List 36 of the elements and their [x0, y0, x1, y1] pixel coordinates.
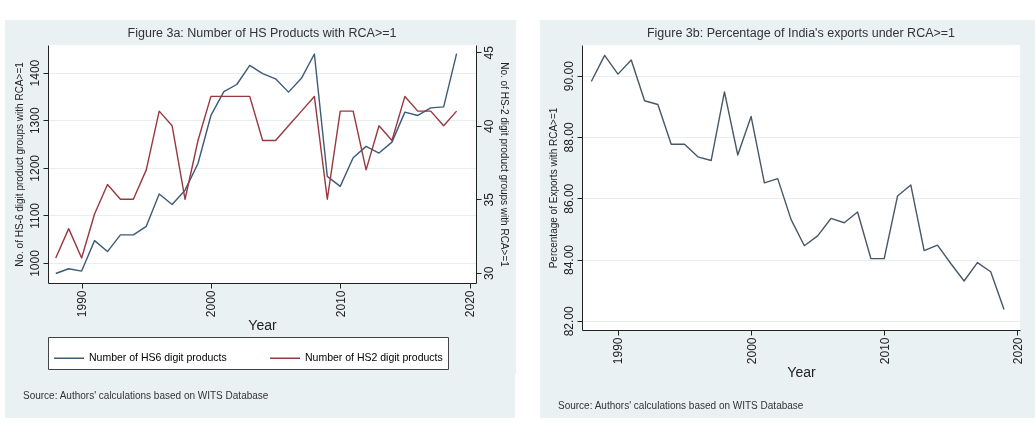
y2-tick-label: 40 — [481, 119, 496, 133]
y-tick-label: 84.00 — [561, 244, 576, 276]
line-series — [590, 54, 1005, 311]
y2-tick-label: 45 — [481, 45, 496, 60]
y-tick-label: 1400 — [27, 59, 42, 87]
x-tick-label: 1990 — [75, 290, 90, 318]
chart-title: Figure 3a: Number of HS Products with RCA>=1 — [127, 25, 397, 40]
chart-title: Figure 3b: Percentage of India's exports under RCA>=1 — [646, 25, 956, 40]
legend-label: Number of HS6 digit products — [89, 351, 227, 364]
y2-tick-label: 30 — [481, 266, 496, 280]
y-tick-label: 1200 — [27, 154, 42, 182]
y-tick-label: 82.00 — [561, 305, 576, 337]
y-tick-label: 86.00 — [561, 183, 576, 214]
x-tick-label: 2010 — [877, 337, 892, 365]
x-tick-label: 2010 — [333, 290, 348, 318]
line-series — [55, 52, 458, 275]
line-series — [55, 95, 458, 259]
y-tick-label: 1100 — [27, 202, 42, 229]
x-tick-label: 1990 — [611, 337, 626, 365]
y2-axis-title: No. of HS-2 digit product groups with RCA>=1 — [498, 62, 510, 268]
x-axis-title: Year — [248, 317, 277, 334]
x-tick-label: 2000 — [744, 337, 759, 365]
x-tick-label: 2020 — [463, 290, 478, 318]
y-tick-label: 88.00 — [561, 122, 576, 153]
y2-tick-label: 35 — [481, 192, 496, 207]
x-tick-label: 2020 — [1010, 337, 1025, 365]
y-tick-label: 1300 — [27, 107, 42, 135]
y-tick-label: 90.00 — [561, 60, 576, 92]
source-note: Source: Authors' calculations based on WITS Database — [23, 390, 270, 401]
y-axis-title: No. of HS-6 digit product groups with RCA>=1 — [13, 61, 25, 267]
x-axis-title: Year — [787, 364, 816, 381]
y-tick-label: 1000 — [27, 249, 42, 277]
legend-label: Number of HS2 digit products — [305, 351, 443, 364]
y-axis-title: Percentage of Exports with RCA>=1 — [547, 107, 559, 269]
x-tick-label: 2000 — [204, 290, 219, 318]
source-note: Source: Authors' calculations based on WITS Database — [558, 400, 805, 411]
